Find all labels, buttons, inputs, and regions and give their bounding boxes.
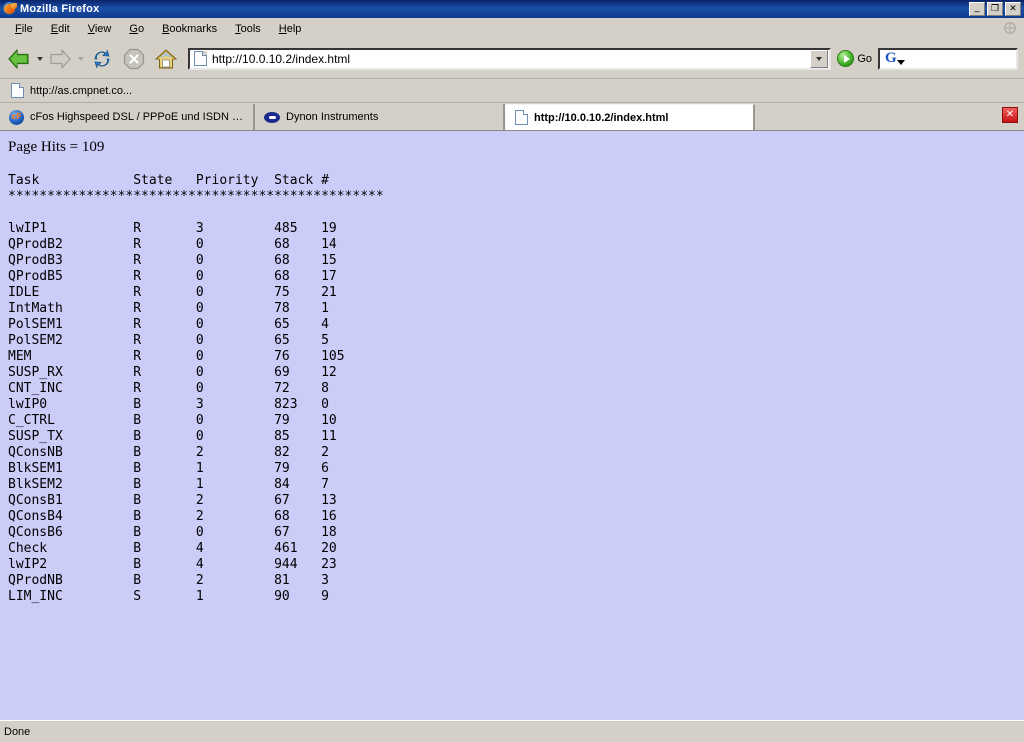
- menu-label-bookmarks: ookmarks: [169, 22, 218, 35]
- menu-item-tools[interactable]: Tools: [235, 22, 261, 35]
- forward-button[interactable]: [45, 44, 75, 74]
- back-history-dropdown[interactable]: [34, 44, 45, 74]
- restore-icon: ❐: [990, 3, 1000, 14]
- home-button[interactable]: [150, 44, 182, 74]
- minimize-button[interactable]: _: [969, 2, 985, 16]
- reload-icon: [94, 49, 110, 68]
- go-icon: [837, 50, 855, 67]
- menu-item-help[interactable]: Help: [278, 22, 302, 35]
- document-icon: [11, 83, 24, 98]
- bookmarks-toolbar: http://as.cmpnet.co...: [0, 79, 1024, 103]
- close-button[interactable]: ✕: [1005, 2, 1021, 16]
- forward-history-dropdown[interactable]: [75, 44, 86, 74]
- menu-label-view: iew: [94, 22, 112, 35]
- status-text: Done: [4, 725, 31, 738]
- task-table-body: lwIP1 R 3 485 19 QProdB2 R 0 68 14 QProd…: [8, 221, 345, 604]
- tab-label: Dynon Instruments: [286, 111, 379, 123]
- bookmark-item[interactable]: http://as.cmpnet.co...: [6, 81, 137, 100]
- restore-button[interactable]: ❐: [987, 2, 1003, 16]
- document-icon: [515, 110, 528, 125]
- url-document-icon: [194, 51, 207, 66]
- firefox-logo-icon: [3, 2, 17, 16]
- back-arrow-icon: [8, 48, 29, 69]
- menu-label-edit: dit: [58, 22, 70, 35]
- url-input[interactable]: http://10.0.10.2/index.html: [212, 51, 351, 66]
- go-button[interactable]: Go: [835, 50, 878, 67]
- google-logo-icon: G: [885, 50, 897, 66]
- menu-item-bookmarks[interactable]: Bookmarks: [162, 22, 218, 35]
- close-icon: ✕: [1009, 3, 1017, 14]
- go-label: Go: [857, 52, 872, 65]
- minimize-icon: _: [974, 2, 980, 13]
- page-hits-text: Page Hits = 109: [8, 139, 105, 155]
- menu-item-go[interactable]: Go: [129, 22, 145, 35]
- table-spacer: [8, 205, 1024, 221]
- tab-cfos[interactable]: cF cFos Highspeed DSL / PPPoE und ISDN C…: [0, 104, 255, 130]
- back-button[interactable]: [4, 44, 34, 74]
- url-bar[interactable]: http://10.0.10.2/index.html: [188, 47, 832, 70]
- menubar-decoration-icon: [1004, 22, 1016, 34]
- page-content: Page Hits = 109 Task State Priority Stac…: [0, 131, 1024, 720]
- menu-label-help: elp: [286, 22, 302, 35]
- status-bar: Done: [0, 720, 1024, 742]
- window-title: Mozilla Firefox: [20, 3, 100, 15]
- tab-bar: cF cFos Highspeed DSL / PPPoE und ISDN C…: [0, 103, 1024, 131]
- tab-label: cFos Highspeed DSL / PPPoE und ISDN CAP.…: [30, 111, 244, 123]
- navigation-toolbar: http://10.0.10.2/index.html Go G: [0, 39, 1024, 79]
- tab-dynon[interactable]: Dynon Instruments: [255, 104, 505, 130]
- dynon-favicon-icon: [264, 111, 280, 123]
- forward-arrow-icon: [50, 48, 71, 69]
- tab-bar-filler: [755, 104, 1002, 130]
- task-table-header: Task State Priority Stack #: [8, 173, 329, 188]
- home-icon: [154, 48, 178, 68]
- search-bar[interactable]: G: [878, 47, 1018, 70]
- menu-item-file[interactable]: File: [15, 22, 33, 35]
- menu-bar: File Edit View Go Bookmarks Tools Help: [0, 18, 1024, 39]
- url-dropdown-button[interactable]: [810, 49, 829, 68]
- window-controls: _ ❐ ✕: [969, 2, 1022, 16]
- tab-index-html[interactable]: http://10.0.10.2/index.html: [505, 104, 755, 130]
- stop-icon: [123, 48, 145, 69]
- menu-label-tools: ools: [240, 22, 261, 35]
- cfos-favicon-icon: cF: [9, 109, 24, 125]
- bookmark-label: http://as.cmpnet.co...: [30, 84, 133, 97]
- close-tab-button[interactable]: ✕: [1002, 106, 1018, 123]
- menu-label-go: o: [137, 22, 145, 35]
- title-bar: Mozilla Firefox _ ❐ ✕: [0, 0, 1024, 18]
- menu-item-edit[interactable]: Edit: [50, 22, 70, 35]
- search-engine-dropdown-icon[interactable]: [897, 59, 906, 65]
- task-table-separator: ****************************************…: [8, 189, 384, 204]
- menu-item-view[interactable]: View: [87, 22, 112, 35]
- menu-label-file: ile: [21, 22, 33, 35]
- reload-button[interactable]: [86, 44, 118, 74]
- stop-button[interactable]: [118, 44, 150, 74]
- tab-label: http://10.0.10.2/index.html: [534, 111, 669, 124]
